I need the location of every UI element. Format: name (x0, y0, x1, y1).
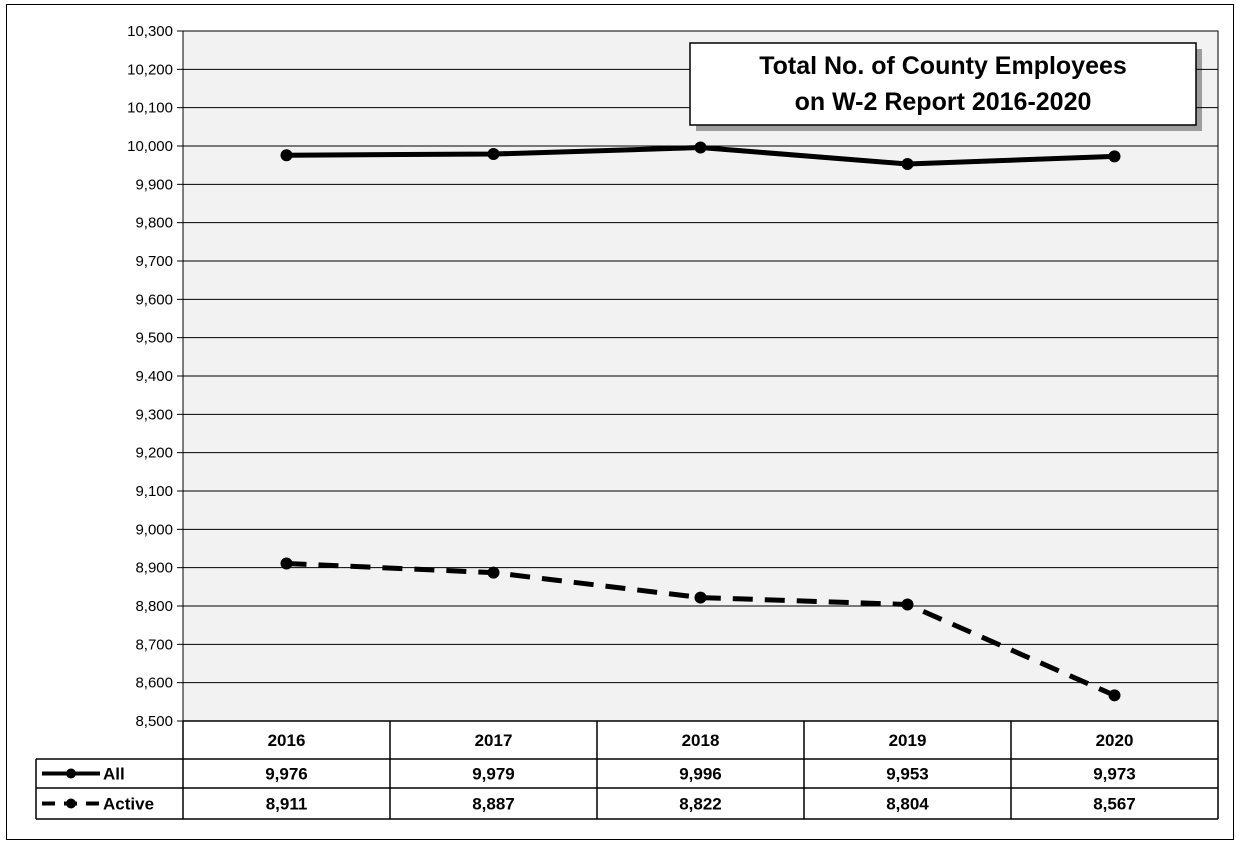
y-tick-label: 8,500 (135, 713, 173, 730)
table-value-all: 9,953 (886, 765, 929, 784)
y-tick-label: 9,800 (135, 215, 173, 232)
table-value-active: 8,887 (472, 795, 515, 814)
data-point-all (487, 148, 500, 161)
y-tick-label: 8,700 (135, 636, 173, 653)
table-value-all: 9,976 (265, 765, 308, 784)
legend-key-marker-active (66, 798, 76, 809)
y-tick-label: 10,200 (127, 61, 173, 78)
data-point-active (1108, 689, 1121, 702)
chart-title-box: Total No. of County Employees on W-2 Rep… (689, 42, 1202, 131)
y-tick-label: 9,500 (135, 330, 173, 347)
table-value-active: 8,804 (886, 795, 929, 814)
table-header-year: 2020 (1096, 731, 1134, 750)
data-table: 2016 2017 2018 2019 2020 All 9,976 9,979 9,996 9,… (35, 720, 1219, 820)
table-header-year: 2017 (475, 731, 513, 750)
data-point-all (280, 149, 293, 162)
table-value-all: 9,979 (472, 765, 515, 784)
data-point-active (901, 598, 914, 611)
y-tick-label: 10,300 (127, 23, 173, 40)
table-header-year: 2016 (268, 731, 306, 750)
chart-title-line-1: Total No. of County Employees (759, 52, 1127, 80)
y-tick-label: 9,600 (135, 291, 173, 308)
data-point-active (487, 566, 500, 579)
table-value-all: 9,996 (679, 765, 722, 784)
legend-key-marker-all (66, 768, 76, 779)
legend-label-active: Active (103, 795, 154, 814)
table-header-year: 2019 (889, 731, 927, 750)
y-tick-label: 9,700 (135, 253, 173, 270)
table-value-all: 9,973 (1093, 765, 1136, 784)
y-tick-label: 8,600 (135, 675, 173, 692)
gridlines (177, 30, 1218, 722)
y-tick-label: 9,400 (135, 368, 173, 385)
y-tick-label: 8,900 (135, 560, 173, 577)
y-tick-label: 9,900 (135, 176, 173, 193)
data-point-active (694, 591, 707, 604)
y-tick-label: 9,100 (135, 483, 173, 500)
series-line-active (286, 560, 1116, 698)
table-value-active: 8,567 (1093, 795, 1136, 814)
series-lines (280, 141, 1121, 702)
y-tick-label: 10,000 (127, 138, 173, 155)
table-header-year: 2018 (682, 731, 720, 750)
y-tick-label: 9,000 (135, 521, 173, 538)
table-value-active: 8,822 (679, 795, 722, 814)
y-tick-label: 9,200 (135, 445, 173, 462)
y-tick-label: 8,800 (135, 598, 173, 615)
chart-title-line-2: on W-2 Report 2016-2020 (795, 88, 1092, 116)
data-point-all (1108, 150, 1121, 163)
data-point-active (280, 557, 293, 570)
y-tick-label: 9,300 (135, 406, 173, 423)
data-point-all (901, 158, 914, 171)
data-point-all (694, 141, 707, 154)
y-tick-label: 10,100 (127, 100, 173, 117)
table-value-active: 8,911 (266, 795, 308, 814)
legend-label-all: All (103, 765, 125, 784)
y-axis-tick-labels: 8,500 8,600 8,700 8,800 8,900 9,000 9,100 9,200… (127, 23, 173, 730)
